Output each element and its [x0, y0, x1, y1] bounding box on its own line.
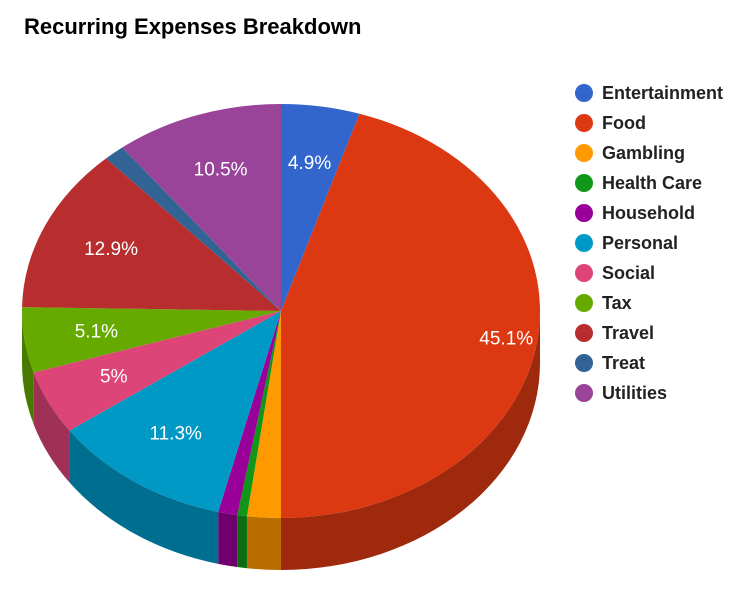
slice-label-food: 45.1% [479, 328, 533, 349]
legend-swatch [575, 294, 593, 312]
pie-slice-gambling[interactable] [246, 311, 281, 518]
pie-slice-social[interactable] [33, 311, 282, 431]
pie-side-household [218, 511, 238, 568]
legend-label: Household [602, 202, 695, 223]
pie-slice-travel[interactable] [22, 158, 281, 311]
pie-slice-health-care[interactable] [237, 311, 281, 517]
pie-slice-personal[interactable] [69, 311, 281, 512]
legend-label: Treat [602, 352, 646, 373]
pie-slice-utilities[interactable] [122, 104, 281, 311]
legend-swatch [575, 354, 593, 372]
pie-slice-tax[interactable] [22, 307, 281, 373]
pie-side-gambling [246, 516, 281, 570]
slice-label-personal: 11.3% [149, 424, 202, 445]
slice-label-social: 5% [100, 366, 128, 387]
legend-item[interactable]: Entertainment [575, 78, 723, 108]
pie-slice-treat[interactable] [106, 147, 281, 311]
pie-side-health-care [237, 515, 247, 569]
legend-label: Tax [602, 292, 632, 313]
legend-item[interactable]: Personal [575, 228, 723, 258]
legend-swatch [575, 324, 593, 342]
legend-swatch [575, 234, 593, 252]
legend-item[interactable]: Travel [575, 318, 723, 348]
pie-side-personal [69, 430, 219, 564]
legend-swatch [575, 174, 593, 192]
legend-label: Health Care [602, 172, 703, 193]
legend-label: Food [602, 112, 646, 133]
legend-item[interactable]: Food [575, 108, 723, 138]
pie-side-tax [22, 311, 34, 425]
slice-label-tax: 5.1% [75, 321, 118, 342]
legend-swatch [575, 204, 593, 222]
pie-slice-household[interactable] [218, 311, 281, 516]
legend-swatch [575, 114, 593, 132]
legend-item[interactable]: Tax [575, 288, 723, 318]
legend: Entertainment Food Gambling Health Care Hous… [575, 78, 723, 408]
legend-label: Entertainment [602, 82, 724, 103]
legend-label: Personal [602, 232, 679, 253]
pie-slice-entertainment[interactable] [281, 104, 360, 311]
legend-item[interactable]: Health Care [575, 168, 723, 198]
legend-swatch [575, 84, 593, 102]
legend-item[interactable]: Gambling [575, 138, 723, 168]
legend-item[interactable]: Social [575, 258, 723, 288]
legend-swatch [575, 384, 593, 402]
legend-label: Travel [602, 322, 655, 343]
chart-title: Recurring Expenses Breakdown [24, 14, 362, 39]
legend-item[interactable]: Household [575, 198, 723, 228]
legend-label: Utilities [602, 382, 668, 403]
pie-slice-food[interactable] [281, 113, 540, 518]
legend-item[interactable]: Utilities [575, 378, 723, 408]
legend-label: Social [602, 262, 656, 283]
legend-swatch [575, 144, 593, 162]
legend-item[interactable]: Treat [575, 348, 723, 378]
legend-swatch [575, 264, 593, 282]
pie-side-social [33, 372, 70, 483]
legend-label: Gambling [602, 142, 686, 163]
slice-label-entertainment: 4.9% [288, 153, 331, 174]
pie-side-food [281, 311, 540, 570]
slice-label-utilities: 10.5% [194, 159, 248, 180]
slice-label-travel: 12.9% [84, 239, 138, 260]
